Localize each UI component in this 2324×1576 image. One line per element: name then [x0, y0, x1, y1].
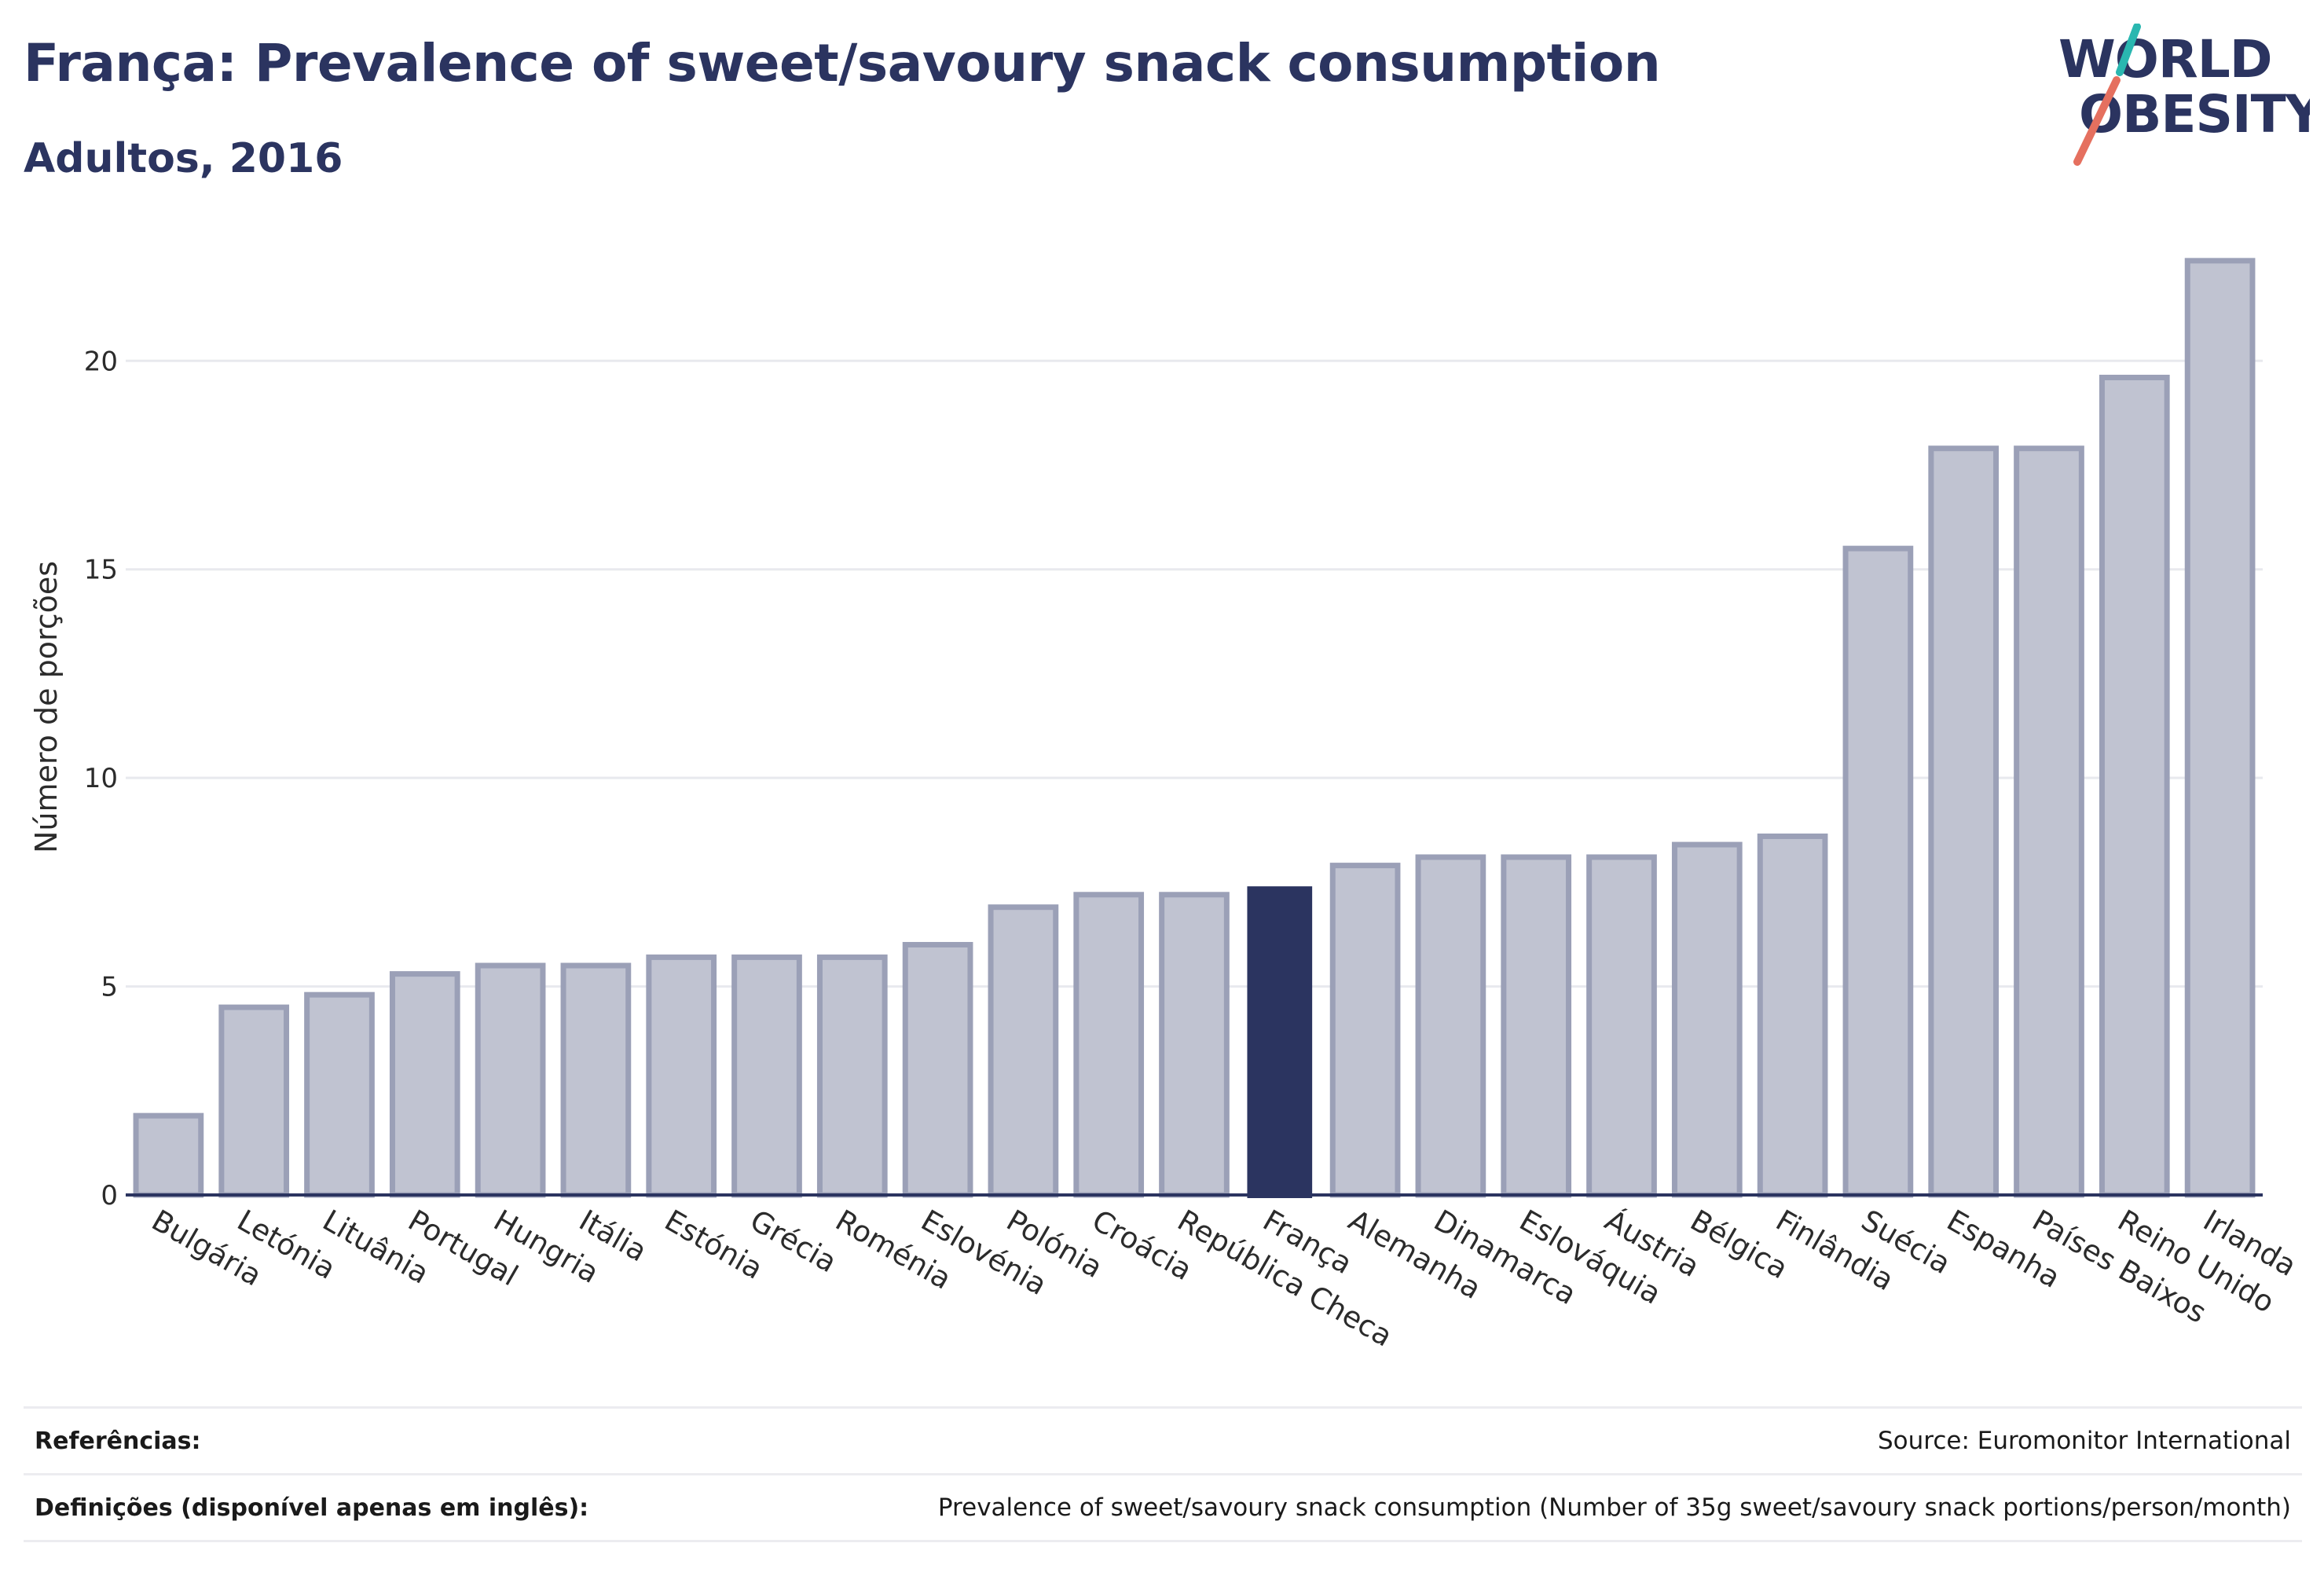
bar-polónia[interactable]	[988, 904, 1059, 1198]
references-label: Referências:	[35, 1427, 201, 1455]
definitions-label: Definições (disponível apenas em inglês)…	[35, 1494, 589, 1522]
bar-eslováquia[interactable]	[1501, 854, 1572, 1198]
logo-line2: OBESITY	[2079, 84, 2310, 145]
bar-irlanda[interactable]	[2184, 258, 2256, 1198]
footer: Referências: Source: Euromonitor Interna…	[24, 1406, 2302, 1542]
bar-reino-unido[interactable]	[2099, 374, 2170, 1198]
page-title: França: Prevalence of sweet/savoury snac…	[24, 33, 1661, 93]
bar-portugal[interactable]	[389, 971, 460, 1198]
y-tick-label: 10	[84, 763, 118, 794]
bar-espanha[interactable]	[1928, 445, 2000, 1198]
definitions-row: Definições (disponível apenas em inglês)…	[24, 1473, 2302, 1542]
bar-letónia[interactable]	[218, 1004, 290, 1198]
logo-line1: WORLD	[2058, 29, 2272, 90]
bar-países-baixos[interactable]	[2014, 445, 2084, 1198]
bar-frança[interactable]	[1247, 886, 1313, 1198]
x-tick-label: Bélgica	[1684, 1204, 1794, 1286]
bar-roménia[interactable]	[816, 954, 888, 1198]
y-tick-label: 5	[101, 972, 118, 1003]
definitions-value: Prevalence of sweet/savoury snack consum…	[937, 1494, 2291, 1522]
bar-itália[interactable]	[560, 962, 632, 1198]
bar-suécia[interactable]	[1842, 545, 1914, 1198]
bar-áustria[interactable]	[1586, 854, 1657, 1198]
references-row: Referências: Source: Euromonitor Interna…	[24, 1406, 2302, 1473]
bar-grécia[interactable]	[731, 954, 802, 1198]
references-value: Source: Euromonitor International	[1877, 1427, 2291, 1455]
bar-estónia[interactable]	[646, 954, 717, 1198]
y-tick-label: 20	[84, 346, 118, 377]
y-tick-label: 0	[101, 1180, 118, 1211]
bar-dinamarca[interactable]	[1415, 854, 1486, 1198]
bar-hungria[interactable]	[475, 962, 546, 1198]
y-tick-labels: 0 5 10 15 20	[84, 346, 118, 1211]
x-tick-labels: BulgáriaLetóniaLituâniaPortugalHungriaIt…	[146, 1203, 2302, 1354]
bar-república-checa[interactable]	[1159, 892, 1230, 1198]
world-obesity-logo: WORLD OBESITY	[2058, 24, 2310, 166]
bar-alemanha[interactable]	[1329, 863, 1401, 1198]
bar-bélgica[interactable]	[1671, 841, 1743, 1198]
bar-lituânia[interactable]	[304, 991, 375, 1198]
y-tick-label: 15	[84, 555, 118, 586]
y-axis-title: Número de porções	[29, 561, 64, 853]
x-tick-label: Estónia	[659, 1204, 768, 1286]
bar-bulgária[interactable]	[133, 1112, 204, 1198]
bar-eslovénia[interactable]	[902, 941, 973, 1198]
bars	[133, 258, 2256, 1198]
bar-finlândia[interactable]	[1757, 833, 1828, 1198]
page-subtitle: Adultos, 2016	[24, 135, 343, 182]
bar-croácia[interactable]	[1073, 892, 1145, 1198]
